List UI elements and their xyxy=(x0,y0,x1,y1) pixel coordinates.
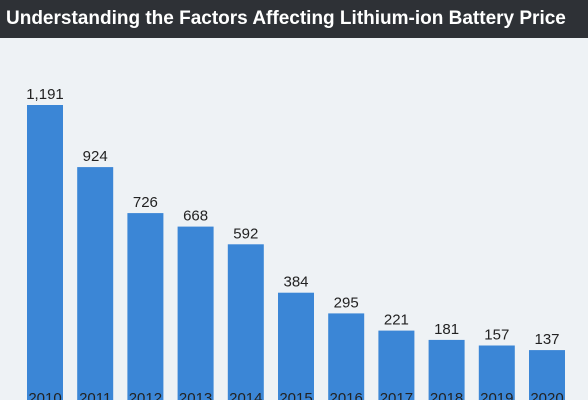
bar-2020 xyxy=(529,350,565,400)
category-label-2016: 2016 xyxy=(330,390,363,400)
chart-title: Understanding the Factors Affecting Lith… xyxy=(6,8,566,29)
category-label-2014: 2014 xyxy=(229,390,262,400)
category-label-2020: 2020 xyxy=(530,390,563,400)
category-label-2012: 2012 xyxy=(129,390,162,400)
bar-2018 xyxy=(428,339,465,400)
value-label-2020: 137 xyxy=(534,331,559,348)
category-label-2015: 2015 xyxy=(279,390,312,400)
bar-2013 xyxy=(177,226,214,400)
bar-2011 xyxy=(77,167,114,400)
value-label-2011: 924 xyxy=(83,148,108,165)
bar-2017 xyxy=(378,330,415,400)
category-label-2011: 2011 xyxy=(79,390,111,400)
category-label-2018: 2018 xyxy=(430,390,463,400)
category-label-2010: 2010 xyxy=(28,390,61,400)
category-label-2013: 2013 xyxy=(179,390,212,400)
bar-2010 xyxy=(27,105,63,400)
value-label-2016: 295 xyxy=(334,294,359,311)
category-label-2019: 2019 xyxy=(480,390,513,400)
category-label-2017: 2017 xyxy=(380,390,413,400)
value-label-2010: 1,191 xyxy=(26,86,64,103)
title-bar: Understanding the Factors Affecting Lith… xyxy=(0,0,588,38)
bar-2016 xyxy=(328,313,365,400)
value-label-2015: 384 xyxy=(283,274,308,291)
bar-2015 xyxy=(278,292,314,400)
value-label-2018: 181 xyxy=(434,321,459,338)
value-label-2012: 726 xyxy=(133,194,158,211)
bar-2012 xyxy=(127,213,164,400)
value-label-2019: 157 xyxy=(484,327,509,344)
bar-2014 xyxy=(227,244,264,400)
bar-2019 xyxy=(478,345,515,400)
value-label-2017: 221 xyxy=(384,312,409,329)
value-label-2013: 668 xyxy=(183,208,208,225)
value-label-2014: 592 xyxy=(233,225,258,242)
